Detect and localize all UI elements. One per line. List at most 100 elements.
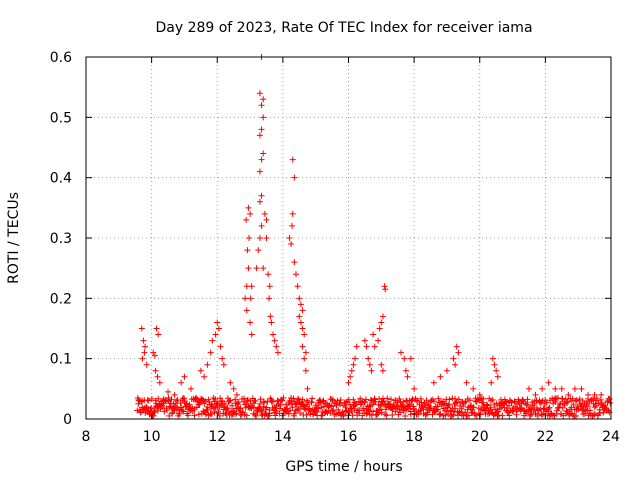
data-point	[301, 355, 308, 362]
data-point-baseline	[450, 411, 457, 418]
grid-layer	[86, 57, 611, 419]
data-point-baseline	[166, 403, 173, 410]
data-point	[271, 337, 278, 344]
data-point-baseline	[569, 395, 576, 402]
data-point-baseline	[553, 407, 560, 414]
data-point-baseline	[493, 400, 500, 407]
data-point-baseline	[527, 411, 534, 418]
data-point-baseline	[280, 394, 287, 401]
data-point-baseline	[291, 410, 298, 417]
x-tick-label: 10	[143, 429, 161, 445]
data-point-baseline	[452, 405, 459, 412]
data-point-baseline	[200, 408, 207, 415]
data-point	[260, 96, 267, 103]
data-point-baseline	[257, 396, 264, 403]
data-point-baseline	[213, 400, 220, 407]
data-point-baseline	[368, 397, 375, 404]
data-point-baseline	[419, 403, 426, 410]
y-tick-label: 0.4	[50, 171, 72, 187]
data-point	[268, 319, 275, 326]
data-point	[258, 192, 265, 199]
data-point-baseline	[380, 398, 387, 405]
data-point	[265, 271, 272, 278]
data-point	[141, 349, 148, 356]
y-tick-label: 0.2	[50, 291, 72, 307]
data-point-baseline	[224, 405, 231, 412]
data-point-baseline	[176, 410, 183, 417]
data-point	[302, 367, 309, 374]
data-point-baseline	[480, 395, 487, 402]
data-point	[245, 204, 252, 211]
data-point-baseline	[318, 404, 325, 411]
data-point-baseline	[383, 412, 390, 419]
y-tick-label: 0.5	[50, 110, 72, 126]
data-point	[598, 391, 605, 398]
data-point-baseline	[367, 403, 374, 410]
data-point	[253, 265, 260, 272]
data-point-baseline	[363, 410, 370, 417]
data-point-baseline	[563, 407, 570, 414]
data-point	[289, 156, 296, 163]
tick-layer: 8 10 12 14 16 18 20 22 24 0 0.1 0.2 0.3 0.4 0.5 0.6	[50, 50, 620, 445]
data-point	[256, 235, 263, 241]
data-point-baseline	[554, 394, 561, 401]
data-point-baseline	[337, 401, 344, 408]
data-point-baseline	[378, 409, 385, 416]
data-point	[398, 349, 404, 356]
data-point-baseline	[163, 407, 170, 414]
data-point	[350, 361, 357, 368]
data-point	[361, 337, 368, 344]
data-point	[258, 126, 265, 133]
data-point-baseline	[186, 401, 193, 408]
data-point-baseline	[375, 410, 382, 417]
data-point	[288, 241, 295, 248]
data-point-baseline	[196, 401, 203, 408]
data-point	[178, 379, 185, 386]
data-point	[233, 391, 240, 398]
data-point-baseline	[524, 401, 531, 408]
data-point-baseline	[448, 412, 455, 419]
y-tick-label: 0.6	[50, 50, 72, 66]
data-point-baseline	[318, 412, 325, 419]
data-point-baseline	[261, 399, 268, 406]
data-point-baseline	[199, 396, 206, 403]
data-point	[297, 301, 304, 308]
data-point-baseline	[462, 409, 469, 416]
data-point	[256, 90, 263, 97]
data-point	[470, 385, 477, 392]
data-point-baseline	[352, 402, 359, 409]
data-point	[270, 331, 277, 338]
data-point	[353, 343, 360, 350]
data-point	[248, 283, 255, 290]
data-point-baseline	[552, 399, 559, 406]
data-point	[532, 391, 539, 398]
data-point-baseline	[491, 401, 498, 408]
data-point	[366, 361, 373, 368]
data-point	[365, 355, 372, 362]
data-point	[152, 367, 159, 374]
data-point-baseline	[350, 396, 357, 403]
data-point-baseline	[460, 403, 467, 410]
data-point	[156, 379, 163, 386]
data-point-baseline	[308, 399, 315, 406]
data-point	[352, 355, 359, 362]
data-point-baseline	[407, 401, 414, 408]
data-point-baseline	[433, 407, 440, 414]
data-point-baseline	[155, 395, 162, 402]
data-point	[197, 367, 204, 374]
data-point	[153, 325, 160, 332]
data-point	[571, 385, 578, 392]
data-point	[150, 349, 157, 356]
data-point	[171, 391, 178, 398]
data-point	[489, 355, 496, 362]
data-point	[604, 397, 611, 404]
data-point-baseline	[279, 397, 286, 404]
data-point	[289, 210, 296, 217]
data-point-baseline	[434, 403, 441, 410]
data-point-baseline	[229, 402, 236, 409]
data-point-baseline	[328, 403, 335, 410]
y-tick-label: 0.1	[50, 352, 72, 368]
data-point-baseline	[499, 400, 506, 407]
data-point-baseline	[389, 412, 396, 419]
data-point-baseline	[573, 412, 580, 419]
